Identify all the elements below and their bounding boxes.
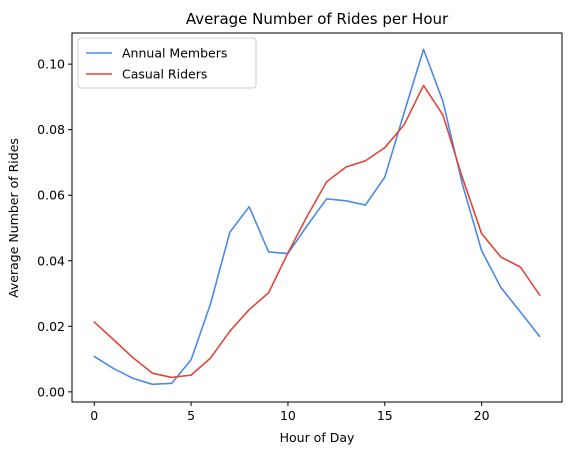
legend-label: Casual Riders [122,67,207,82]
legend-box [77,37,257,89]
x-tick-label: 20 [474,408,490,423]
x-axis: 0 5 10 15 20 [90,402,490,423]
y-tick-label: 0.06 [37,188,65,203]
y-tick-label: 0.08 [37,122,65,137]
series-line-annual-members [93,48,541,386]
plot-frame [71,32,563,403]
series-layer [93,48,541,386]
chart-title: Average Number of Rides per Hour [186,10,449,28]
y-axis-label: Average Number of Rides [6,138,21,298]
x-tick-label: 0 [90,408,98,423]
legend: Annual Members Casual Riders [77,37,257,89]
series-line-casual-riders [93,84,541,379]
x-tick-label: 10 [280,408,296,423]
y-tick-label: 0.10 [37,57,65,72]
x-tick-label: 5 [187,408,195,423]
y-tick-label: 0.02 [37,319,65,334]
legend-label: Annual Members [122,46,227,61]
y-tick-label: 0.00 [37,384,65,399]
x-tick-label: 15 [377,408,393,423]
y-tick-label: 0.04 [37,253,65,268]
y-axis: 0.00 0.02 0.04 0.06 0.08 0.10 [37,57,72,399]
x-axis-label: Hour of Day [280,430,355,445]
